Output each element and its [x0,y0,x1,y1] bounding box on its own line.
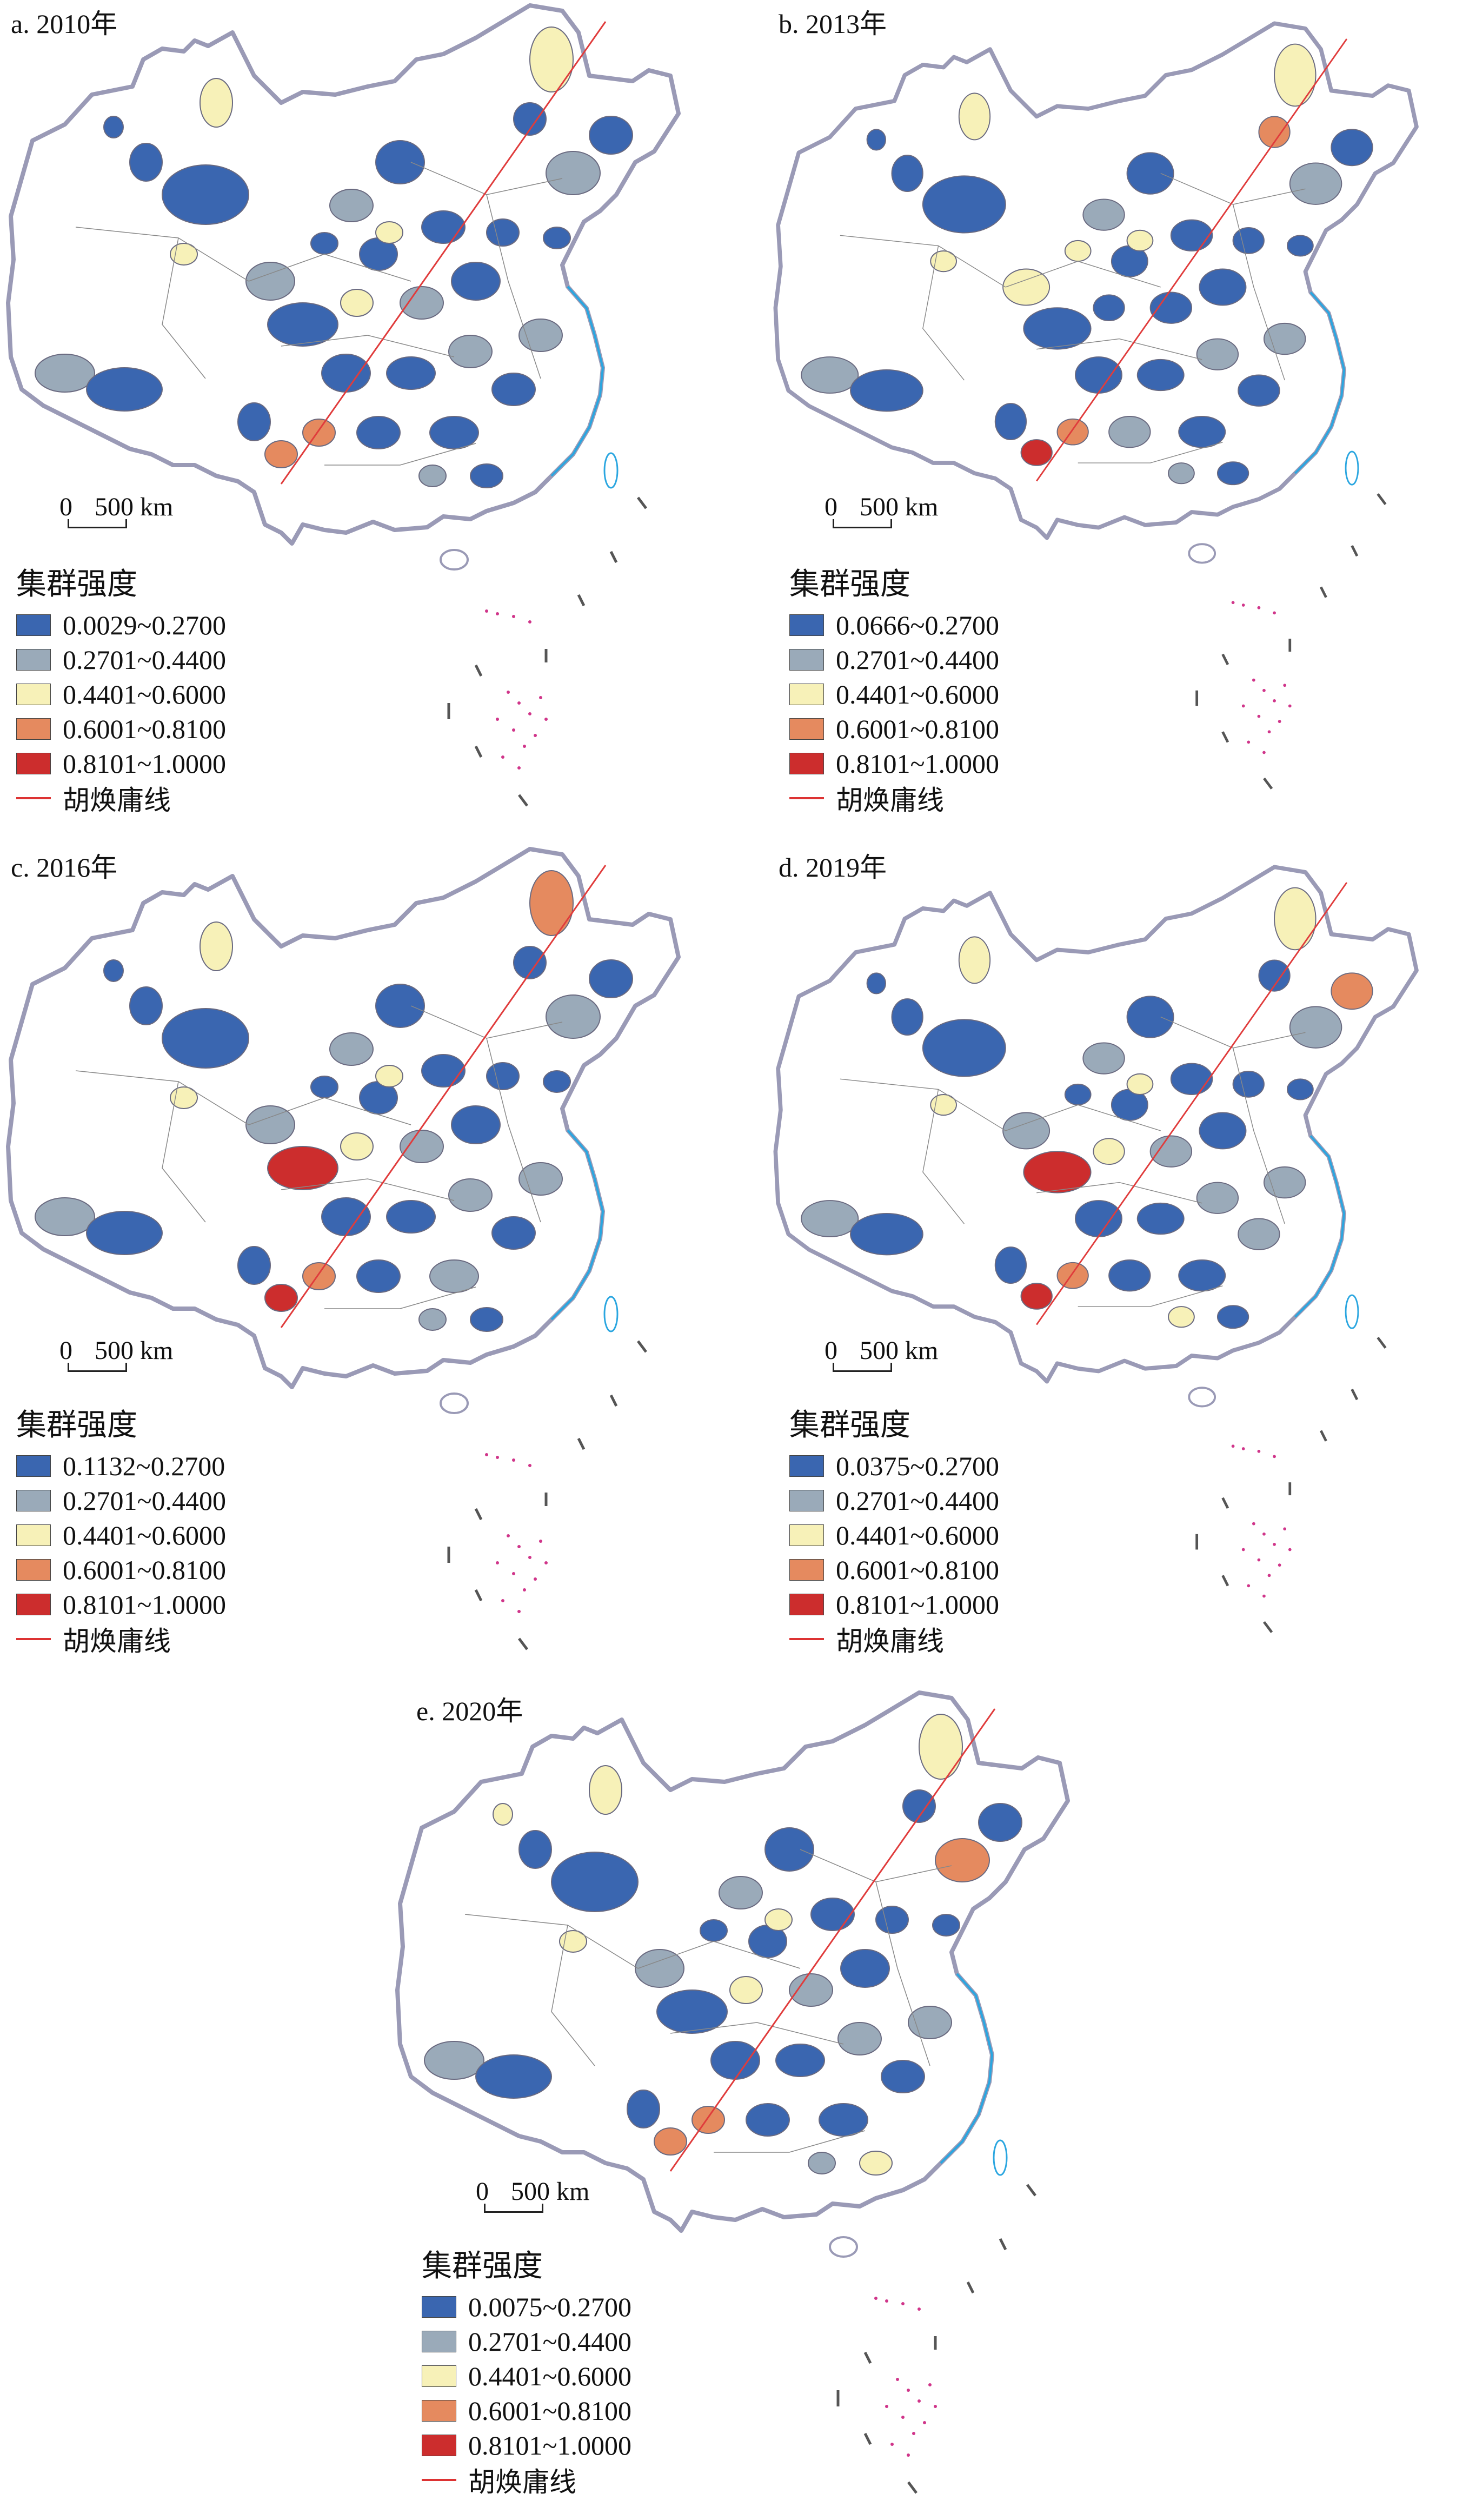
legend-item: 0.6001~0.8100 [789,1553,999,1587]
legend-item: 0.2701~0.4400 [422,2324,631,2359]
legend-item: 0.0666~0.2700 [789,608,999,642]
scale-bar: 0 500 km [59,1336,200,1379]
scale-bar: 0 500 km [59,492,200,535]
legend: 集群强度 0.0375~0.2700 0.2701~0.4400 0.4401~… [789,1401,999,1657]
legend-item-hu-line: 胡焕庸线 [16,781,226,816]
legend-title: 集群强度 [789,1408,910,1443]
china-map [395,1690,1070,2494]
legend-item: 0.8101~1.0000 [789,1587,999,1622]
legend-item: 0.0075~0.2700 [422,2290,631,2324]
legend-item: 0.6001~0.8100 [422,2393,631,2428]
panel-title: e. 2020年 [416,1696,523,1726]
legend-item: 0.8101~1.0000 [422,2428,631,2463]
legend-title: 集群强度 [422,2249,543,2284]
china-map [773,865,1419,1633]
legend-item: 0.4401~0.6000 [789,1518,999,1553]
legend: 集群强度 0.1132~0.2700 0.2701~0.4400 0.4401~… [16,1401,226,1657]
panel-title: b. 2013年 [779,9,887,39]
scale-bar: 0 500 km [825,1336,965,1379]
china-map [6,3,681,807]
legend-item-hu-line: 胡焕庸线 [789,1622,999,1657]
legend-title: 集群强度 [16,1408,137,1443]
legend-item-hu-line: 胡焕庸线 [16,1622,226,1657]
legend-item: 0.0029~0.2700 [16,608,226,642]
legend-item: 0.6001~0.8100 [16,712,226,746]
legend-item: 0.4401~0.6000 [16,677,226,712]
panel-c: c. 2016年 0 500 km 集群强度 0.1132~0.2700 0.2… [0,844,741,1676]
legend-item: 0.6001~0.8100 [789,712,999,746]
legend-item: 0.6001~0.8100 [16,1553,226,1587]
legend-item: 0.0375~0.2700 [789,1449,999,1483]
panel-title: a. 2010年 [11,9,118,39]
legend: 集群强度 0.0029~0.2700 0.2701~0.4400 0.4401~… [16,560,226,816]
legend-item-hu-line: 胡焕庸线 [422,2463,631,2498]
china-map [773,21,1419,790]
legend-item: 0.4401~0.6000 [422,2359,631,2393]
legend-item: 0.8101~1.0000 [789,746,999,781]
legend-item: 0.2701~0.4400 [16,1483,226,1518]
scale-bar: 0 500 km [476,2177,616,2220]
legend-item: 0.8101~1.0000 [16,1587,226,1622]
legend: 集群强度 0.0075~0.2700 0.2701~0.4400 0.4401~… [422,2242,631,2498]
panel-d: d. 2019年 0 500 km 集群强度 0.0375~0.2700 0.2… [768,844,1476,1676]
panel-title: d. 2019年 [779,852,887,883]
panel-b: b. 2013年 0 500 km 集群强度 0.0666~0.2700 0.2… [768,0,1476,833]
legend-item: 0.4401~0.6000 [789,677,999,712]
scale-bar: 0 500 km [825,492,965,535]
legend-item: 0.8101~1.0000 [16,746,226,781]
panel-e: e. 2020年 0 500 km 集群强度 0.0075~0.2700 0.2… [389,1687,1130,2511]
legend-title: 集群强度 [16,567,137,602]
legend-item: 0.4401~0.6000 [16,1518,226,1553]
china-map [6,847,681,1650]
panel-title: c. 2016年 [11,852,118,883]
legend-item: 0.2701~0.4400 [16,642,226,677]
legend-item: 0.2701~0.4400 [789,642,999,677]
panel-a: a. 2010年 0 500 km 集群强度 0.0029~0.2700 0.2… [0,0,741,833]
legend-item-hu-line: 胡焕庸线 [789,781,999,816]
legend-item: 0.2701~0.4400 [789,1483,999,1518]
legend-title: 集群强度 [789,567,910,602]
legend-item: 0.1132~0.2700 [16,1449,226,1483]
legend: 集群强度 0.0666~0.2700 0.2701~0.4400 0.4401~… [789,560,999,816]
